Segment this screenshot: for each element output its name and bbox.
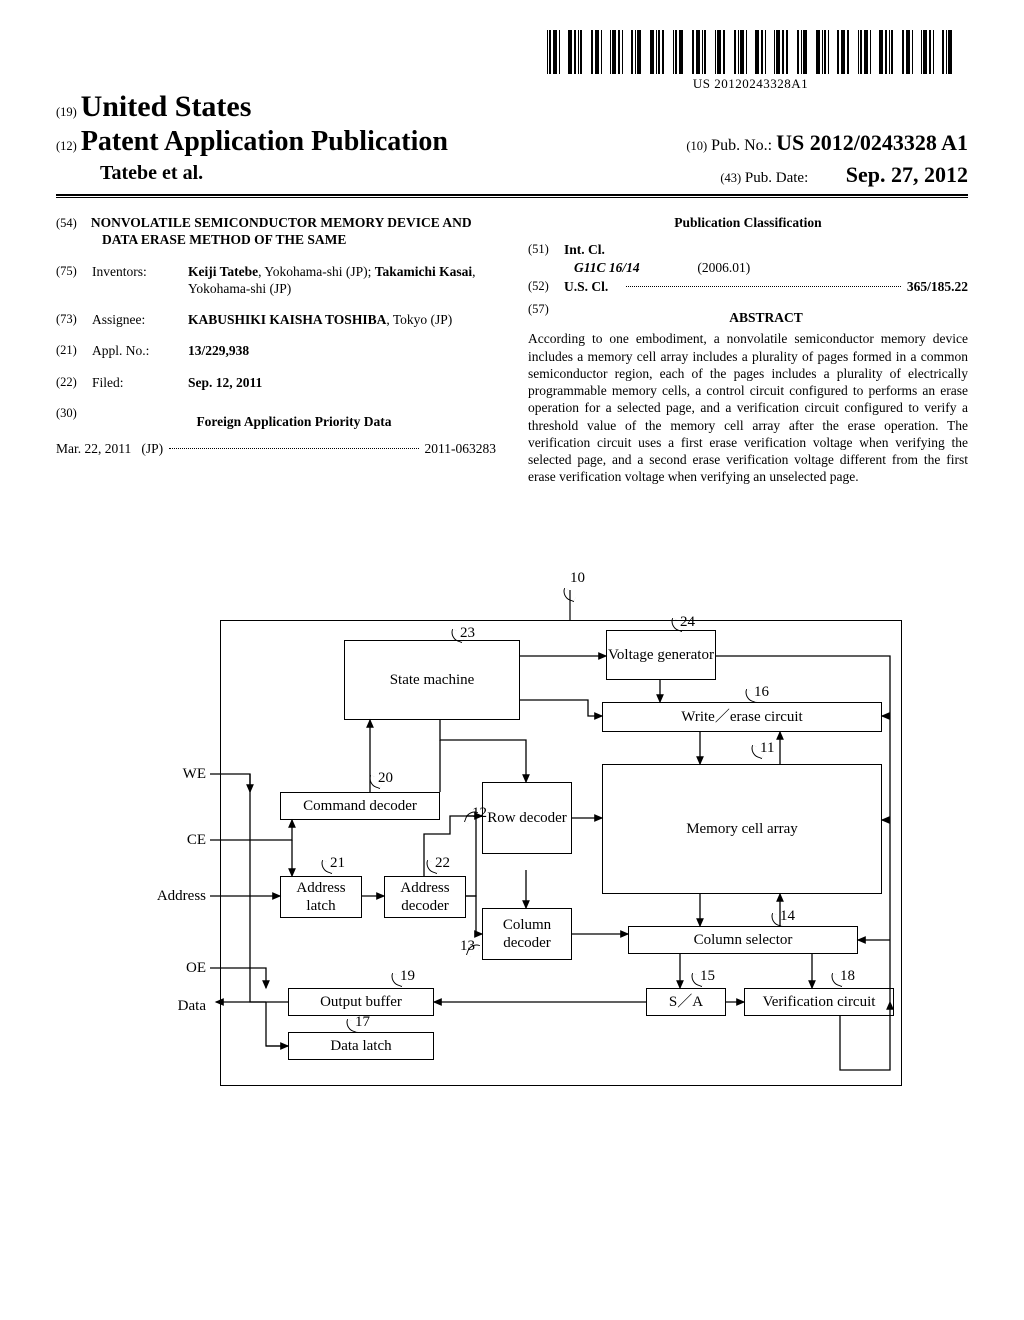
- inventors-row: (75) Inventors: Keiji Tatebe, Yokohama-s…: [56, 263, 496, 298]
- pubno-num: (10): [686, 139, 707, 153]
- inventors-num: (75): [56, 263, 92, 298]
- box-command-decoder: Command decoder: [280, 792, 440, 820]
- assignee-row: (73) Assignee: KABUSHIKI KAISHA TOSHIBA,…: [56, 311, 496, 328]
- inventor-1-loc: , Yokohama-shi (JP);: [258, 264, 371, 279]
- abstract-header: ABSTRACT: [564, 309, 968, 326]
- authors: Tatebe et al.: [56, 162, 203, 188]
- abstract-text: According to one embodiment, a nonvolati…: [528, 330, 968, 485]
- assignee-loc: , Tokyo (JP): [386, 312, 452, 327]
- inventor-2: Takamichi Kasai: [375, 264, 472, 279]
- foreign-header: Foreign Application Priority Data: [92, 413, 496, 430]
- title-text: NONVOLATILE SEMICONDUCTOR MEMORY DEVICE …: [91, 215, 472, 247]
- box-address-decoder: Address decoder: [384, 876, 466, 918]
- filed-value: Sep. 12, 2011: [188, 374, 496, 391]
- foreign-num: (30): [56, 405, 92, 440]
- box-write-erase: Write／erase circuit: [602, 702, 882, 732]
- signal-data: Data: [150, 998, 206, 1015]
- signal-we: WE: [150, 766, 206, 783]
- box-row-decoder: Row decoder: [482, 782, 572, 854]
- inventor-1: Keiji Tatebe: [188, 264, 258, 279]
- filed-num: (22): [56, 374, 92, 391]
- dot-leader: [169, 436, 418, 449]
- foreign-appno: 2011-063283: [425, 440, 497, 457]
- box-address-latch: Address latch: [280, 876, 362, 918]
- dot-leader: [626, 274, 901, 287]
- box-voltage-generator: Voltage generator: [606, 630, 716, 680]
- title-num: (54): [56, 216, 91, 230]
- box-verification: Verification circuit: [744, 988, 894, 1016]
- pubclass-header: Publication Classification: [528, 214, 968, 231]
- foreign-country: (JP): [141, 440, 163, 457]
- inventors-label: Inventors:: [92, 263, 188, 298]
- foreign-date: Mar. 22, 2011: [56, 440, 131, 457]
- uscl-num: (52): [528, 278, 564, 295]
- signal-ce: CE: [150, 832, 206, 849]
- intcl-date: (2006.01): [697, 260, 750, 275]
- intcl-num: (51): [528, 241, 564, 258]
- signal-oe: OE: [150, 960, 206, 977]
- applno-num: (21): [56, 342, 92, 359]
- country: United States: [81, 90, 252, 123]
- block-diagram: 10 WE CE Address OE Data State machine V…: [140, 570, 910, 1130]
- pubno-value: US 2012/0243328 A1: [776, 130, 968, 155]
- uscl-label: U.S. Cl.: [564, 278, 620, 295]
- assignee-label: Assignee:: [92, 311, 188, 328]
- box-sense-amp: S／A: [646, 988, 726, 1016]
- ref-10: 10: [570, 570, 585, 587]
- box-memory-cell-array: Memory cell array: [602, 764, 882, 894]
- barcode-text: US 20120243328A1: [547, 76, 954, 92]
- uscl-value: 365/185.22: [907, 278, 968, 295]
- signal-address: Address: [134, 888, 206, 905]
- box-state-machine: State machine: [344, 640, 520, 720]
- abstract-num: (57): [528, 301, 564, 330]
- barcode-block: US 20120243328A1: [547, 30, 954, 92]
- uscl-row: (52) U.S. Cl. 365/185.22: [528, 278, 968, 295]
- pubdate-value: Sep. 27, 2012: [846, 162, 968, 187]
- publication-type: Patent Application Publication: [81, 126, 448, 157]
- pubdate-num: (43): [720, 171, 741, 185]
- box-output-buffer: Output buffer: [288, 988, 434, 1016]
- assignee-num: (73): [56, 311, 92, 328]
- pubdate-label: Pub. Date:: [745, 170, 808, 186]
- pubno-label: Pub. No.:: [711, 137, 772, 154]
- applno-value: 13/229,938: [188, 342, 496, 359]
- intcl-label: Int. Cl.: [564, 241, 605, 258]
- assignee-name: KABUSHIKI KAISHA TOSHIBA: [188, 312, 386, 327]
- country-num: (19): [56, 105, 77, 119]
- box-column-selector: Column selector: [628, 926, 858, 954]
- box-data-latch: Data latch: [288, 1032, 434, 1060]
- applno-label: Appl. No.:: [92, 342, 188, 359]
- box-column-decoder: Column decoder: [482, 908, 572, 960]
- barcode: [547, 30, 954, 74]
- invention-title: (54)NONVOLATILE SEMICONDUCTOR MEMORY DEV…: [56, 214, 496, 249]
- foreign-priority-row: Mar. 22, 2011 (JP) 2011-063283: [56, 440, 496, 457]
- applno-row: (21) Appl. No.: 13/229,938: [56, 342, 496, 359]
- filed-label: Filed:: [92, 374, 188, 391]
- pub-num-12: (12): [56, 139, 77, 153]
- filed-row: (22) Filed: Sep. 12, 2011: [56, 374, 496, 391]
